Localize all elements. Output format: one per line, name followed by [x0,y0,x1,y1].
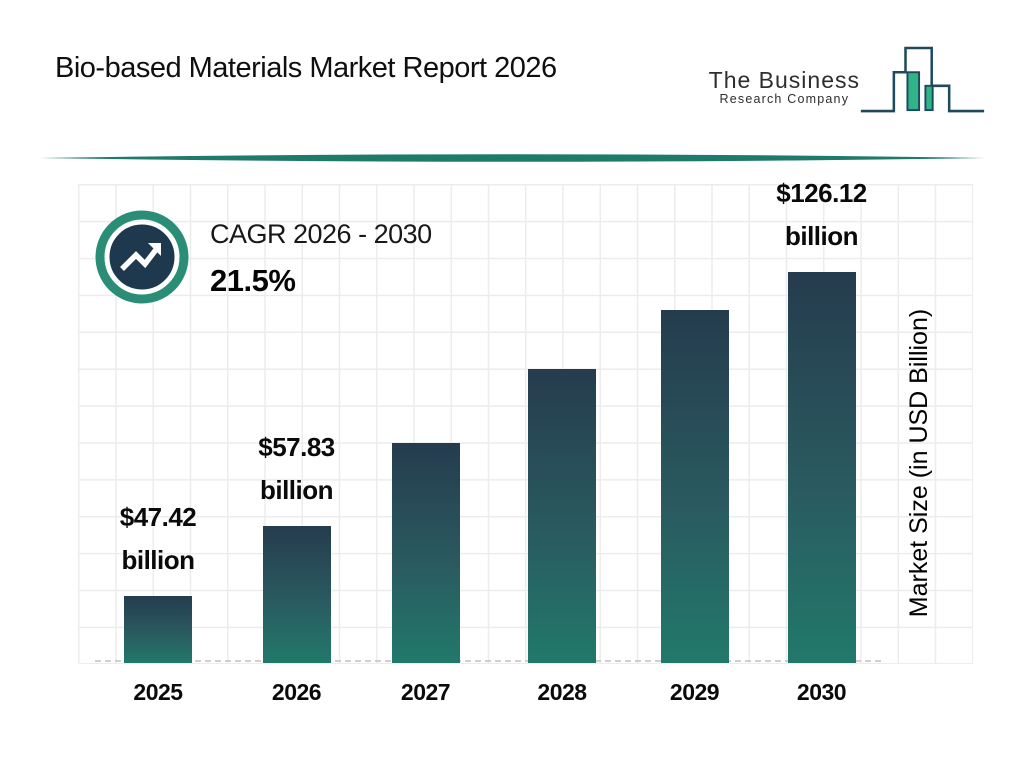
x-axis-label-2025: 2025 [133,679,183,705]
cagr-period-label: CAGR 2026 - 2030 [210,219,432,249]
cagr-value: 21.5% [210,263,296,298]
bar-value-label-2026: $57.83 billion [258,432,335,505]
x-axis-label-2029: 2029 [669,679,720,705]
logo-subname: Research Company [719,92,850,106]
bar-2029 [660,310,729,663]
company-logo-text: The Business Research Company [709,68,860,106]
x-axis-label-2030: 2030 [796,679,847,705]
bar-2028 [528,369,596,663]
bar-value-label-2025: $47.42 billion [119,502,197,575]
growth-trend-icon [95,210,189,304]
chart-baseline [95,660,881,662]
y-axis-title: Market Size (in USD Billion) [905,308,933,618]
x-axis-label-2028: 2028 [537,679,587,705]
company-logo: The Business Research Company [709,40,988,132]
logo-bars-icon [860,46,985,113]
bar-2026 [262,526,331,663]
page-title: Bio-based Materials Market Report 2026 [55,52,557,84]
logo-name: The Business [708,67,860,93]
bar-value-label-2030: $126.12 billion [776,178,867,251]
bar-2025 [124,596,192,663]
bar-2030 [787,272,856,663]
x-axis-label-2027: 2027 [400,679,451,705]
x-axis-label-2026: 2026 [271,679,322,705]
bar-2027 [391,443,460,663]
header-divider [40,154,985,162]
